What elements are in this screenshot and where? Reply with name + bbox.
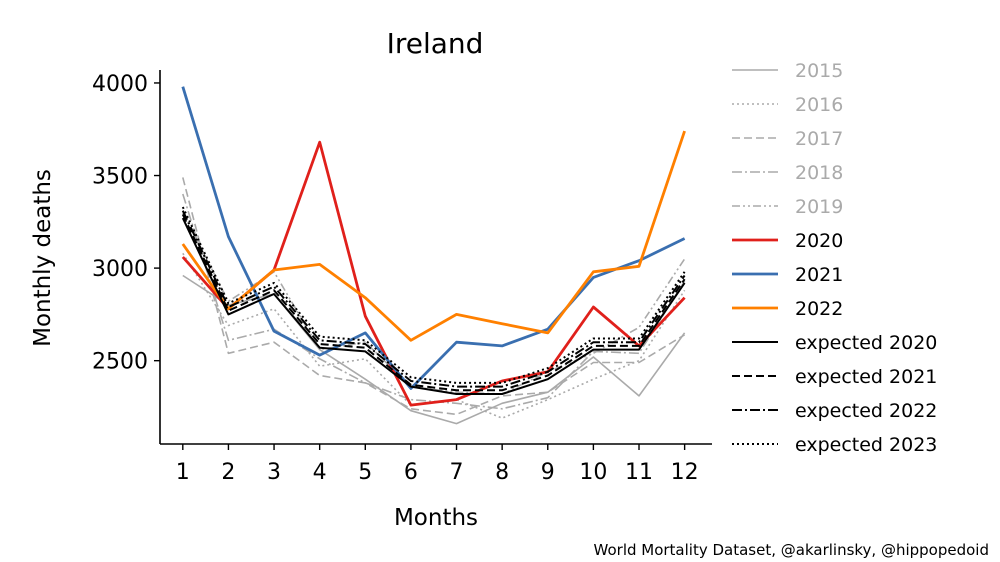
legend-item-expected-2022: expected 2022 [732, 400, 937, 422]
chart-legend: 2015 2016 2017 2018 2019 2020 2021 2022 expected… [732, 60, 937, 456]
legend-label: 2018 [795, 162, 843, 184]
x-tick-label: 1 [176, 460, 190, 485]
legend-item-2017: 2017 [732, 128, 843, 150]
legend-item-2021: 2021 [732, 264, 843, 286]
series-line-2018 [182, 193, 686, 410]
legend-label: 2015 [795, 60, 843, 82]
source-annotation: World Mortality Dataset, @akarlinsky, @h… [594, 541, 989, 559]
legend-item-2018: 2018 [732, 162, 843, 184]
x-tick-label: 5 [358, 460, 372, 485]
x-tick-label: 9 [541, 460, 555, 485]
legend-label: 2021 [795, 264, 843, 286]
series-line-2016 [182, 252, 686, 419]
legend-label: 2022 [795, 298, 843, 320]
series-line-2022 [181, 130, 686, 342]
x-axis-ticks: 1 2 3 4 5 6 7 8 9 10 11 12 [176, 444, 699, 485]
legend-label: expected 2021 [795, 366, 937, 388]
series-line-2017 [182, 177, 686, 416]
x-tick-label: 8 [495, 460, 509, 485]
legend-label: 2017 [795, 128, 843, 150]
series-line-expected-2021 [181, 213, 686, 392]
x-tick-label: 10 [579, 460, 607, 485]
plot-area [181, 86, 686, 425]
chart-title: Ireland [387, 27, 484, 60]
legend-label: 2016 [795, 94, 843, 116]
legend-item-2016: 2016 [732, 94, 843, 116]
x-tick-label: 12 [671, 460, 699, 485]
x-tick-label: 3 [267, 460, 281, 485]
legend-label: expected 2020 [795, 332, 937, 354]
x-tick-label: 6 [404, 460, 418, 485]
series-line-2021 [181, 86, 686, 390]
legend-label: expected 2022 [795, 400, 937, 422]
y-axis-ticks: 2500 3000 3500 4000 [92, 72, 160, 375]
legend-label: 2020 [795, 230, 843, 252]
x-tick-label: 2 [221, 460, 235, 485]
x-tick-label: 7 [450, 460, 464, 485]
series-line-2015 [182, 274, 686, 425]
x-axis-label: Months [394, 505, 478, 531]
legend-item-expected-2023: expected 2023 [732, 434, 937, 456]
y-axis-label: Monthly deaths [30, 169, 56, 347]
series-line-expected-2022 [181, 210, 686, 388]
legend-item-expected-2020: expected 2020 [732, 332, 937, 354]
legend-label: 2019 [795, 196, 843, 218]
legend-label: expected 2023 [795, 434, 937, 456]
x-tick-label: 4 [313, 460, 327, 485]
series-line-expected-2020 [181, 217, 686, 395]
y-tick-label: 3000 [92, 257, 148, 282]
y-tick-label: 3500 [92, 165, 148, 190]
legend-item-2022: 2022 [732, 298, 843, 320]
legend-item-2015: 2015 [732, 60, 843, 82]
x-tick-label: 11 [625, 460, 653, 485]
y-tick-label: 4000 [92, 72, 148, 97]
legend-item-2020: 2020 [732, 230, 843, 252]
legend-item-2019: 2019 [732, 196, 843, 218]
y-tick-label: 2500 [92, 350, 148, 375]
legend-item-expected-2021: expected 2021 [732, 366, 937, 388]
